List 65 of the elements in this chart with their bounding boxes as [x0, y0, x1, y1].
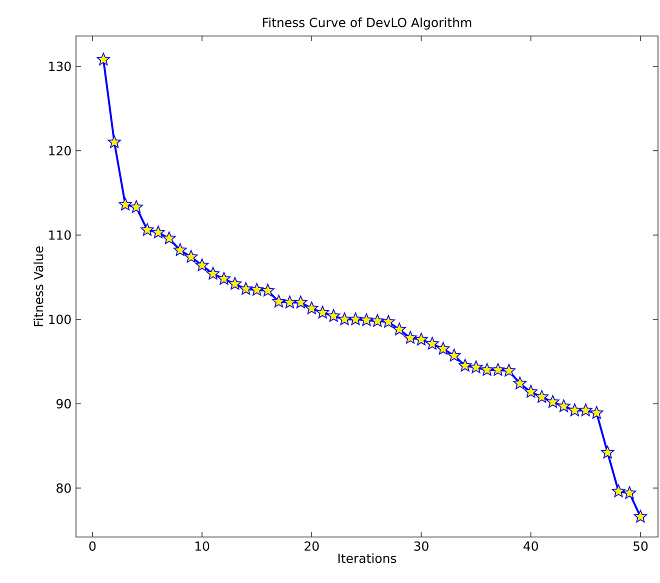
point [546, 395, 560, 408]
point [414, 332, 428, 346]
point [348, 312, 362, 326]
y-tick-label: 80 [56, 483, 71, 493]
x-tick-label: 0 [89, 541, 96, 551]
point [130, 200, 143, 213]
point [294, 296, 308, 308]
chart-title: Fitness Curve of DevLO Algorithm [263, 18, 472, 30]
point [480, 363, 494, 376]
point [261, 284, 274, 296]
x-tick-label: 20 [304, 541, 319, 551]
point [590, 406, 604, 419]
point [436, 342, 450, 355]
point [184, 250, 198, 263]
point [600, 446, 614, 458]
point [108, 135, 121, 148]
point [283, 296, 296, 308]
point [568, 404, 582, 416]
point [272, 294, 286, 308]
point [250, 282, 264, 296]
point [239, 282, 253, 295]
y-tick-label: 120 [49, 146, 71, 156]
point [152, 226, 165, 238]
x-tick-label: 50 [633, 541, 648, 551]
x-tick-label: 40 [524, 541, 538, 551]
point [370, 314, 384, 327]
point [404, 330, 417, 344]
y-axis-title: Fitness Value [34, 246, 44, 326]
point [195, 258, 209, 272]
point [206, 266, 220, 280]
point [392, 322, 406, 336]
point [305, 301, 318, 314]
y-tick-label: 110 [49, 230, 71, 240]
x-axis-title: Iterations [338, 553, 396, 564]
y-tick-label: 90 [56, 399, 71, 408]
point [469, 360, 483, 374]
point [502, 364, 516, 377]
point [448, 348, 461, 362]
x-tick-label: 10 [195, 541, 210, 551]
point [557, 399, 570, 412]
point [634, 510, 648, 522]
point [622, 486, 636, 499]
point [360, 313, 374, 326]
point [316, 306, 330, 318]
point [140, 223, 154, 236]
point [491, 363, 505, 376]
point [513, 376, 527, 390]
point [382, 314, 396, 328]
y-tick-label: 130 [49, 62, 71, 72]
point [96, 52, 110, 66]
point [524, 384, 538, 398]
y-tick-label: 100 [49, 314, 71, 324]
point [338, 312, 352, 326]
point [426, 336, 439, 350]
point [118, 198, 132, 210]
x-tick-label: 30 [414, 541, 428, 551]
point [579, 404, 592, 416]
point [326, 309, 340, 322]
point [535, 390, 548, 403]
point [217, 272, 231, 285]
point [228, 277, 242, 290]
point [458, 358, 472, 372]
point [612, 484, 626, 498]
point [162, 231, 176, 244]
point [173, 243, 187, 256]
